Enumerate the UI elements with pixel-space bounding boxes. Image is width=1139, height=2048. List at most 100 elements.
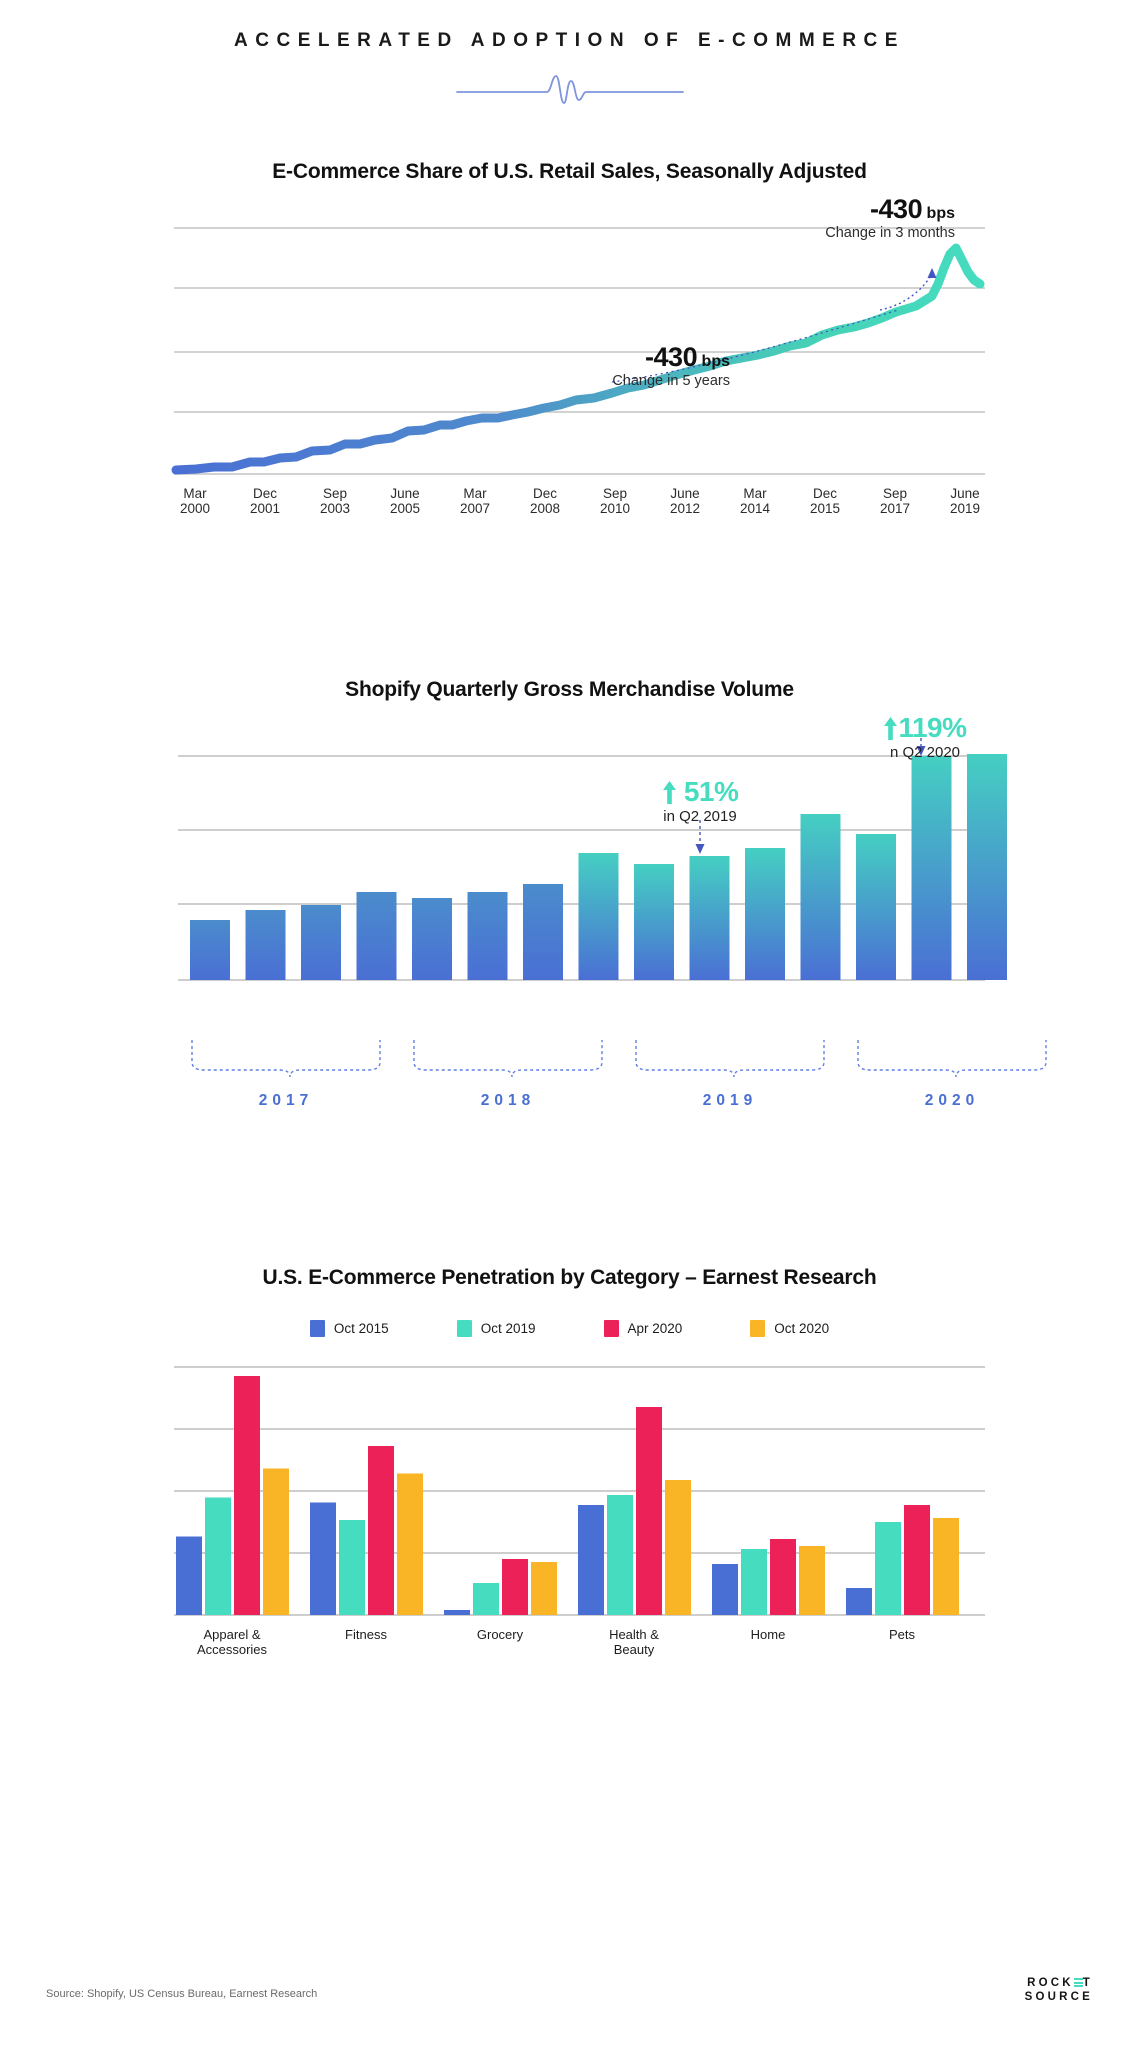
- bar: [856, 834, 896, 980]
- bar: [634, 864, 674, 980]
- chart1-annotation-5-years: -430 bps Change in 5 years: [430, 342, 730, 389]
- bar: [467, 892, 508, 980]
- year-bracket: [413, 1040, 603, 1078]
- chart3-bars: [176, 1376, 959, 1615]
- year-label-2018: 2018: [480, 1092, 536, 1109]
- bar: [339, 1520, 365, 1615]
- annotation-caption: Change in 3 months: [825, 225, 955, 241]
- x-tick-year: 2019: [949, 501, 981, 516]
- year-label-2020: 2020: [924, 1092, 980, 1109]
- legend-item[interactable]: Oct 2019: [456, 1320, 536, 1337]
- x-tick-year: 2005: [389, 501, 421, 516]
- x-tick-month: June: [390, 486, 420, 501]
- x-tick-month: Mar: [463, 486, 487, 501]
- x-tick-month: Sep: [882, 486, 908, 501]
- chart3-title: U.S. E-Commerce Penetration by Category …: [262, 1266, 877, 1289]
- bar: [904, 1505, 930, 1615]
- bar: [502, 1559, 528, 1615]
- legend-swatch-oct-2020: [750, 1320, 766, 1337]
- category-label: Home: [693, 1627, 843, 1642]
- chart3-legend: Oct 2015 Oct 2019 Apr 2020 Oct 2020: [0, 1320, 1139, 1337]
- annotation-unit: bps: [926, 205, 955, 222]
- x-tick-year: 2017: [879, 501, 911, 516]
- x-tick-month: Dec: [252, 486, 277, 501]
- x-tick: Dec 2001: [230, 486, 300, 516]
- chart3-plot: [0, 1359, 1139, 1619]
- x-tick-year: 2008: [529, 501, 561, 516]
- category-line1: Pets: [888, 1627, 915, 1642]
- category-line1: Health &: [609, 1627, 659, 1642]
- bar: [397, 1473, 423, 1615]
- legend-swatch-oct-2019: [456, 1320, 472, 1337]
- legend-label: Apr 2020: [627, 1321, 683, 1336]
- chart-shopify-gmv: Shopify Quarterly Gross Merchandise Volu…: [0, 678, 1139, 1138]
- legend-swatch-oct-2015: [309, 1320, 325, 1337]
- category-line1: Apparel &: [203, 1627, 261, 1642]
- year-bracket: [635, 1040, 825, 1078]
- chart1-svg: [171, 227, 985, 475]
- year-bracket: [191, 1040, 381, 1078]
- chart1-x-axis: Mar 2000 Dec 2001 Sep 2003 June 2005 Mar…: [0, 486, 1139, 530]
- category-label: Apparel & Accessories: [157, 1627, 307, 1657]
- bar: [444, 1610, 470, 1615]
- category-label: Fitness: [291, 1627, 441, 1642]
- x-tick-month: June: [950, 486, 980, 501]
- chart1-gridlines: [174, 227, 985, 475]
- bar: [368, 1446, 394, 1615]
- year-label-2019: 2019: [702, 1092, 758, 1109]
- chart-ecommerce-penetration: U.S. E-Commerce Penetration by Category …: [0, 1266, 1139, 1677]
- page-title: ACCELERATED ADOPTION OF E-COMMERCE: [234, 30, 905, 51]
- x-tick: Dec 2008: [510, 486, 580, 516]
- logo-e-bars-icon: [1073, 1977, 1083, 1989]
- logo-line-1: ROCK T: [1027, 1977, 1093, 1989]
- bar: [523, 884, 563, 980]
- chart1-title: E-Commerce Share of U.S. Retail Sales, S…: [272, 160, 867, 183]
- bar: [473, 1583, 499, 1615]
- x-tick-year: 2010: [599, 501, 631, 516]
- x-tick-month: Mar: [183, 486, 207, 501]
- bar: [636, 1407, 662, 1615]
- category-line1: Home: [750, 1627, 786, 1642]
- category-line2: Beauty: [613, 1642, 655, 1657]
- chart1-leader-3months: [879, 273, 933, 311]
- chart1-annotation-3-months: -430 bps Change in 3 months: [690, 194, 955, 241]
- x-tick: June 2012: [650, 486, 720, 516]
- annotation-value: -430: [645, 342, 698, 372]
- x-tick-year: 2003: [319, 501, 351, 516]
- bar: [967, 754, 1007, 980]
- chart-ecommerce-share: E-Commerce Share of U.S. Retail Sales, S…: [0, 160, 1139, 530]
- bar: [176, 1536, 202, 1615]
- x-tick: June 2005: [370, 486, 440, 516]
- x-tick: Mar 2014: [720, 486, 790, 516]
- bar: [875, 1522, 901, 1615]
- squiggle-divider-icon: [455, 75, 684, 104]
- chart2-arrow-119: [916, 726, 926, 756]
- legend-item[interactable]: Oct 2015: [309, 1320, 389, 1337]
- x-tick-year: 2012: [669, 501, 701, 516]
- x-tick-month: June: [670, 486, 700, 501]
- x-tick: Sep 2017: [860, 486, 930, 516]
- bar: [356, 892, 397, 980]
- bar: [712, 1564, 738, 1615]
- category-line2: Accessories: [196, 1642, 268, 1657]
- chart2-arrow-51: [695, 820, 705, 854]
- bar: [846, 1588, 872, 1615]
- bar: [689, 856, 730, 980]
- bar: [301, 905, 341, 980]
- bar: [310, 1502, 336, 1615]
- x-tick-month: Dec: [812, 486, 837, 501]
- bar: [607, 1495, 633, 1615]
- bar: [770, 1539, 796, 1615]
- legend-item[interactable]: Oct 2020: [750, 1320, 829, 1337]
- bar: [800, 814, 841, 980]
- annotation-unit: bps: [701, 353, 730, 370]
- bar: [933, 1518, 959, 1615]
- chart2-plot: 119% n Q2 2020 51% in Q2 2019: [0, 712, 1139, 1034]
- footer: Source: Shopify, US Census Bureau, Earne…: [0, 1976, 1139, 2020]
- rocket-source-logo: ROCK T SOURCE: [1025, 1976, 1093, 2004]
- legend-item[interactable]: Apr 2020: [603, 1320, 683, 1337]
- bar: [531, 1562, 557, 1615]
- x-tick: Mar 2007: [440, 486, 510, 516]
- chart1-arrow-3months: [927, 268, 937, 278]
- year-bracket: [857, 1040, 1047, 1078]
